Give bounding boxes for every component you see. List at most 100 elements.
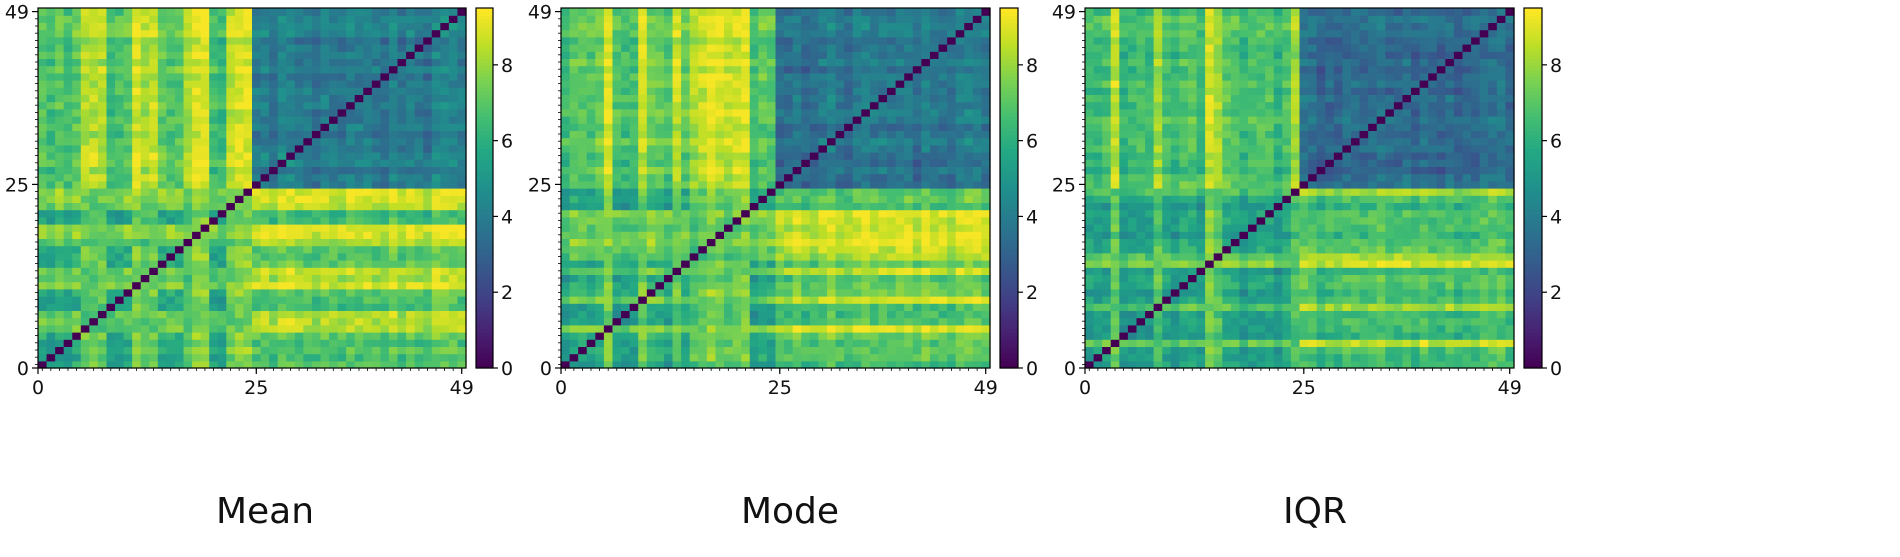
heatmap-cell: [132, 72, 142, 81]
heatmap-cell: [157, 144, 167, 153]
heatmap-cell: [861, 94, 871, 103]
heatmap-cell: [955, 231, 965, 239]
heatmap-cell: [406, 51, 416, 59]
heatmap-cell: [612, 346, 622, 355]
heatmap-cell: [569, 58, 579, 67]
heatmap-cell: [861, 296, 871, 304]
heatmap-cell: [689, 58, 699, 67]
heatmap-cell: [595, 152, 605, 160]
heatmap-cell: [681, 260, 691, 268]
heatmap-cell: [414, 245, 424, 254]
heatmap-cell: [106, 231, 116, 239]
heatmap-cell: [97, 80, 108, 88]
heatmap-cell: [354, 108, 364, 117]
heatmap-cell: [955, 317, 965, 326]
colorbar-segment: [476, 90, 493, 95]
heatmap-cell: [106, 22, 116, 31]
heatmap-cell: [732, 152, 742, 160]
heatmap-cell: [895, 209, 905, 218]
heatmap-cell: [303, 22, 313, 31]
heatmap-cell: [775, 317, 785, 326]
heatmap-cell: [972, 180, 983, 189]
heatmap-cell: [852, 80, 862, 88]
heatmap-cell: [380, 137, 390, 146]
heatmap-cell: [947, 252, 957, 261]
heatmap-cell: [561, 58, 571, 67]
heatmap-cell: [972, 346, 983, 355]
heatmap-cell: [981, 94, 991, 103]
heatmap-cell: [63, 310, 73, 319]
heatmap-cell: [569, 260, 579, 268]
heatmap-cell: [72, 224, 82, 232]
heatmap-cell: [766, 202, 777, 211]
colorbar-frame: [475, 7, 494, 369]
heatmap-cell: [260, 260, 270, 268]
heatmap-cell: [140, 296, 150, 304]
heatmap-cell: [89, 216, 99, 225]
heatmap-cell: [38, 152, 48, 160]
heatmap-cell: [423, 116, 433, 124]
heatmap-cell: [217, 36, 227, 45]
heatmap-cell: [363, 123, 373, 131]
heatmap-cell: [981, 159, 991, 167]
colorbar-segment: [476, 191, 493, 196]
heatmap-cell: [809, 180, 819, 189]
heatmap-cell: [947, 188, 957, 196]
heatmap-cell: [835, 317, 845, 326]
colorbar-segment: [476, 148, 493, 153]
heatmap-cell: [337, 346, 347, 355]
heatmap-cell: [303, 317, 313, 326]
heatmap-cell: [689, 202, 699, 211]
heatmap-cell: [260, 116, 270, 124]
heatmap-cell: [89, 159, 99, 167]
heatmap-cell: [595, 80, 605, 88]
heatmap-cell: [440, 123, 450, 131]
heatmap-cell: [672, 195, 682, 203]
heatmap-cell: [406, 36, 416, 45]
heatmap-cell: [981, 231, 991, 239]
heatmap-cell: [929, 224, 940, 232]
heatmap-cell: [457, 296, 467, 304]
heatmap-cell: [655, 116, 665, 124]
heatmap-cell: [80, 216, 90, 225]
heatmap-cell: [260, 324, 270, 333]
heatmap-cell: [397, 180, 407, 189]
heatmap-cell: [115, 180, 125, 189]
heatmap-cell: [741, 238, 751, 247]
heatmap-cell: [741, 339, 751, 347]
heatmap-cell: [380, 303, 390, 311]
heatmap-cell: [38, 303, 48, 311]
heatmap-cell: [878, 87, 888, 95]
heatmap-cell: [329, 209, 339, 218]
heatmap-cell: [569, 274, 579, 283]
heatmap-cell: [878, 238, 888, 247]
heatmap-cell: [801, 188, 811, 196]
heatmap-cell: [792, 360, 802, 369]
heatmap-cell: [217, 252, 227, 261]
heatmap-cell: [423, 15, 433, 23]
heatmap-cell: [414, 224, 424, 232]
heatmap-cell: [115, 238, 125, 247]
heatmap-cell: [578, 166, 588, 175]
heatmap-cell: [887, 123, 897, 131]
heatmap-cell: [801, 296, 811, 304]
heatmap-cell: [55, 159, 65, 167]
heatmap-cell: [423, 152, 433, 160]
heatmap-cell: [252, 116, 262, 124]
heatmap-cell: [157, 29, 167, 38]
colorbar-tick-label: 8: [501, 55, 513, 77]
heatmap-cell: [758, 116, 768, 124]
heatmap-cell: [286, 260, 296, 268]
heatmap-cell: [457, 8, 467, 16]
heatmap-cell: [655, 317, 665, 326]
heatmap-cell: [801, 144, 811, 153]
heatmap-cell: [440, 360, 450, 369]
heatmap-cell: [414, 216, 424, 225]
heatmap-cell: [72, 353, 82, 362]
heatmap-cell: [724, 94, 734, 103]
heatmap-cell: [89, 58, 99, 67]
heatmap-cell: [561, 166, 571, 175]
heatmap-cell: [46, 209, 56, 218]
heatmap-cell: [97, 130, 108, 139]
heatmap-cell: [414, 159, 424, 167]
